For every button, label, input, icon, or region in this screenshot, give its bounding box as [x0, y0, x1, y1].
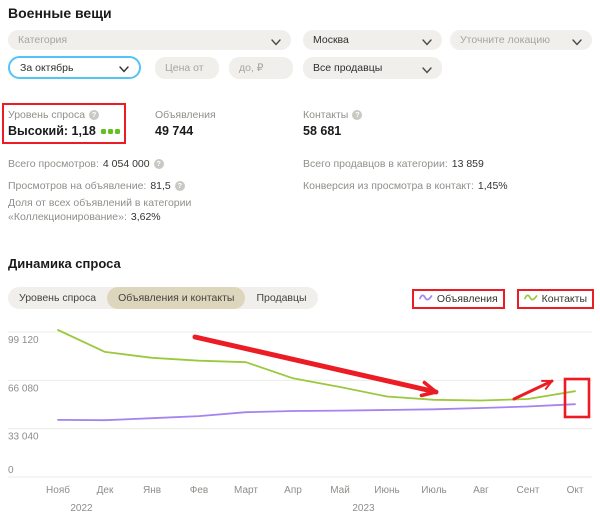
price-to-input[interactable] [229, 57, 293, 79]
chevron-down-icon [422, 37, 432, 46]
sellers-dropdown[interactable]: Все продавцы [303, 57, 442, 79]
conversion-line: Конверсия из просмотра в контакт: 1,45% [303, 180, 508, 192]
svg-text:Янв: Янв [143, 485, 161, 496]
category-placeholder: Категория [18, 34, 68, 46]
page-title: Военные вещи [8, 5, 112, 21]
legend-label: Контакты [541, 293, 587, 305]
demand-dot [114, 128, 120, 134]
views-per-ad-value: 81,5 [150, 180, 171, 192]
location-placeholder: Уточните локацию [460, 34, 551, 46]
total-views-label: Всего просмотров: [8, 158, 99, 170]
demand-level-value: Высокий: 1,18 [8, 124, 96, 138]
category-dropdown[interactable]: Категория [8, 30, 291, 50]
demand-level-label: Уровень спроса [8, 109, 86, 121]
uptrend-arrow [512, 379, 554, 401]
svg-text:Июль: Июль [421, 485, 447, 496]
demand-level-stat: Уровень спроса? Высокий: 1,18 [2, 103, 126, 144]
wave-line-icon [523, 293, 538, 305]
ads-stat: Объявления 49 744 [155, 109, 216, 138]
period-value: За октябрь [20, 61, 74, 74]
series-line-Объявления [57, 403, 576, 422]
ads-value: 49 744 [155, 124, 194, 138]
series-line-Контакты [57, 329, 576, 402]
demand-level-dots [100, 128, 120, 134]
views-per-ad-line: Просмотров на объявление: 81,5 ? [8, 180, 185, 192]
legend-item[interactable]: Объявления [411, 289, 505, 309]
views-per-ad-label: Просмотров на объявление: [8, 180, 147, 192]
total-sellers-label: Всего продавцов в категории: [303, 158, 448, 170]
section-title: Динамика спроса [8, 256, 121, 271]
city-value: Москва [313, 34, 349, 46]
total-sellers-value: 13 859 [451, 158, 484, 170]
total-views-line: Всего просмотров: 4 054 000 ? [8, 158, 164, 170]
svg-text:Июнь: Июнь [374, 485, 399, 496]
svg-text:66 080: 66 080 [8, 383, 39, 394]
dynamics-tabs: Уровень спроса Объявления и контакты Прода… [8, 287, 318, 309]
category-share-value: 3,62% [130, 211, 161, 223]
category-share-line2: «Коллекционирование»: 3,62% [8, 211, 161, 223]
chart-endpoint-highlight [563, 377, 591, 419]
svg-text:33 040: 33 040 [8, 432, 39, 443]
legend-item[interactable]: Контакты [516, 289, 594, 309]
conversion-label: Конверсия из просмотра в контакт: [303, 180, 474, 192]
annotations-group [192, 334, 591, 419]
help-icon[interactable]: ? [174, 181, 185, 191]
svg-text:2022: 2022 [70, 503, 93, 514]
svg-text:Дек: Дек [97, 485, 114, 496]
total-sellers-line: Всего продавцов в категории: 13 859 [303, 158, 484, 170]
ads-label: Объявления [155, 109, 216, 121]
category-share-label2: «Коллекционирование»: [8, 211, 127, 223]
chevron-down-icon [119, 64, 129, 73]
help-icon[interactable]: ? [153, 159, 164, 169]
downtrend-arrow [192, 334, 439, 395]
help-icon[interactable]: ? [352, 110, 363, 120]
x-axis-labels: Нояб Дек Янв Фев Март Апр Май Июнь Июль Авг Сент Ок… [46, 484, 584, 514]
svg-text:Март: Март [234, 485, 258, 496]
category-share-label1: Доля от всех объявлений в категории [8, 197, 192, 209]
wave-line-icon [419, 293, 433, 305]
chevron-down-icon [271, 37, 281, 46]
location-dropdown[interactable]: Уточните локацию [450, 30, 592, 50]
total-views-value: 4 054 000 [102, 158, 150, 170]
svg-text:99 120: 99 120 [8, 335, 39, 346]
gridlines-group: 0 33 040 66 080 99 120 [8, 331, 592, 478]
help-icon[interactable]: ? [89, 110, 100, 120]
contacts-value: 58 681 [303, 124, 342, 138]
svg-text:Сент: Сент [517, 485, 540, 496]
tab-inactive[interactable]: Продавцы [256, 292, 307, 304]
city-dropdown[interactable]: Москва [303, 30, 442, 50]
svg-text:Фев: Фев [190, 485, 208, 496]
conversion-value: 1,45% [477, 180, 508, 192]
svg-text:Окт: Окт [567, 485, 584, 496]
contacts-stat: Контакты? 58 681 [303, 109, 363, 138]
price-from-input[interactable] [155, 57, 219, 79]
svg-text:2023: 2023 [352, 503, 375, 514]
chevron-down-icon [572, 37, 582, 46]
tab-inactive[interactable]: Уровень спроса [19, 292, 97, 304]
svg-text:Авг: Авг [473, 485, 489, 496]
chart-legend: Объявления Контакты [411, 289, 594, 309]
sellers-value: Все продавцы [313, 62, 383, 74]
svg-text:0: 0 [8, 465, 14, 476]
period-dropdown[interactable]: За октябрь [8, 56, 141, 79]
tab-active[interactable]: Объявления и контакты [107, 287, 246, 309]
svg-text:Апр: Апр [284, 485, 302, 496]
legend-label: Объявления [436, 293, 498, 305]
svg-text:Нояб: Нояб [46, 484, 70, 496]
demand-dot [100, 128, 106, 134]
category-share-line1: Доля от всех объявлений в категории [8, 197, 191, 209]
chevron-down-icon [422, 65, 432, 74]
svg-text:Май: Май [330, 485, 350, 496]
demand-dot [107, 128, 113, 134]
contacts-label: Контакты [303, 109, 349, 121]
